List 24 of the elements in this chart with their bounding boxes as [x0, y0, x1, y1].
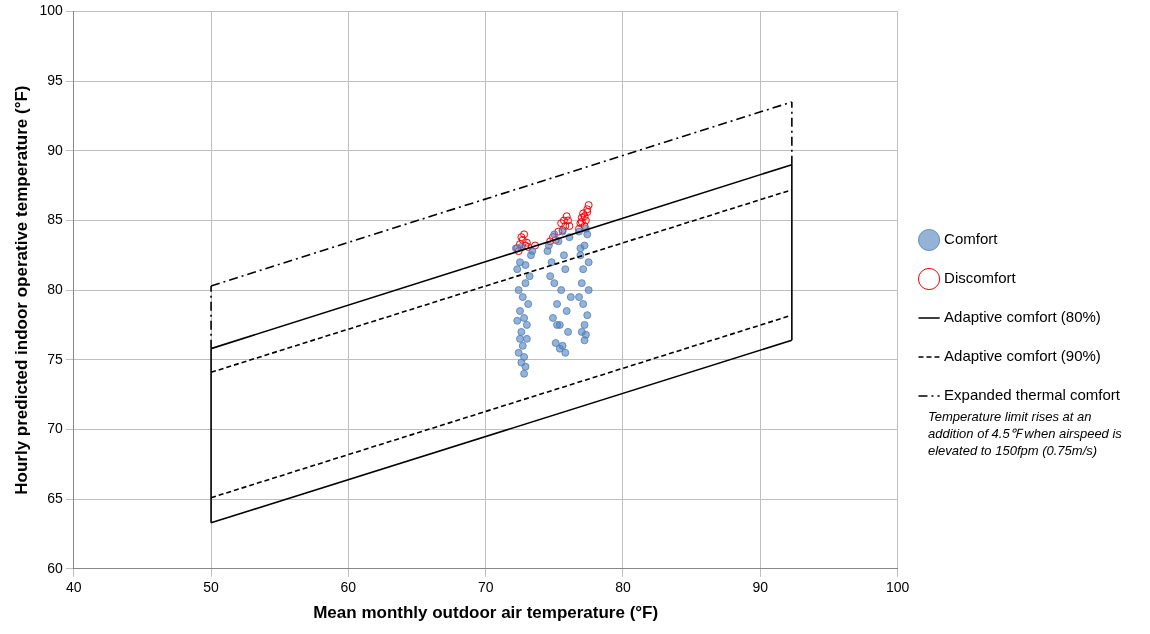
x-tick-label: 90 — [752, 579, 769, 596]
legend-label: Discomfort — [944, 269, 1017, 287]
x-tick-label: 100 — [885, 579, 910, 596]
y-axis-title: Hourly predicted indoor operative temperature (°F) — [11, 85, 31, 495]
text: Temperature limit rises at an addition of 4.5℉ when airspeed is elevated to 150fpm (0.75m/s) — [928, 408, 1123, 459]
x-tick-label: 60 — [340, 579, 357, 596]
y-tick-label: 75 — [47, 350, 63, 367]
y-tick-label: 60 — [47, 559, 63, 576]
y-tick-label: 80 — [47, 280, 63, 297]
x-tick-label: 40 — [65, 579, 82, 596]
legend-label: Comfort — [944, 230, 999, 248]
x-tick-label: 50 — [203, 579, 220, 596]
y-tick-label: 100 — [39, 2, 63, 19]
y-tick-label: 70 — [47, 420, 63, 437]
y-tick-label: 65 — [47, 489, 63, 506]
legend-label: Adaptive comfort (90%) — [944, 347, 1101, 365]
y-tick-label: 90 — [47, 141, 63, 158]
legend-label: Expanded thermal comfort — [944, 386, 1121, 404]
x-axis-title: Mean monthly outdoor air temperature (°F) — [313, 603, 659, 623]
y-tick-label: 85 — [47, 211, 63, 228]
y-tick-label: 95 — [47, 71, 63, 88]
legend-label: Adaptive comfort (80%) — [944, 308, 1101, 326]
x-tick-label: 70 — [477, 579, 494, 596]
x-tick-label: 80 — [615, 579, 631, 596]
